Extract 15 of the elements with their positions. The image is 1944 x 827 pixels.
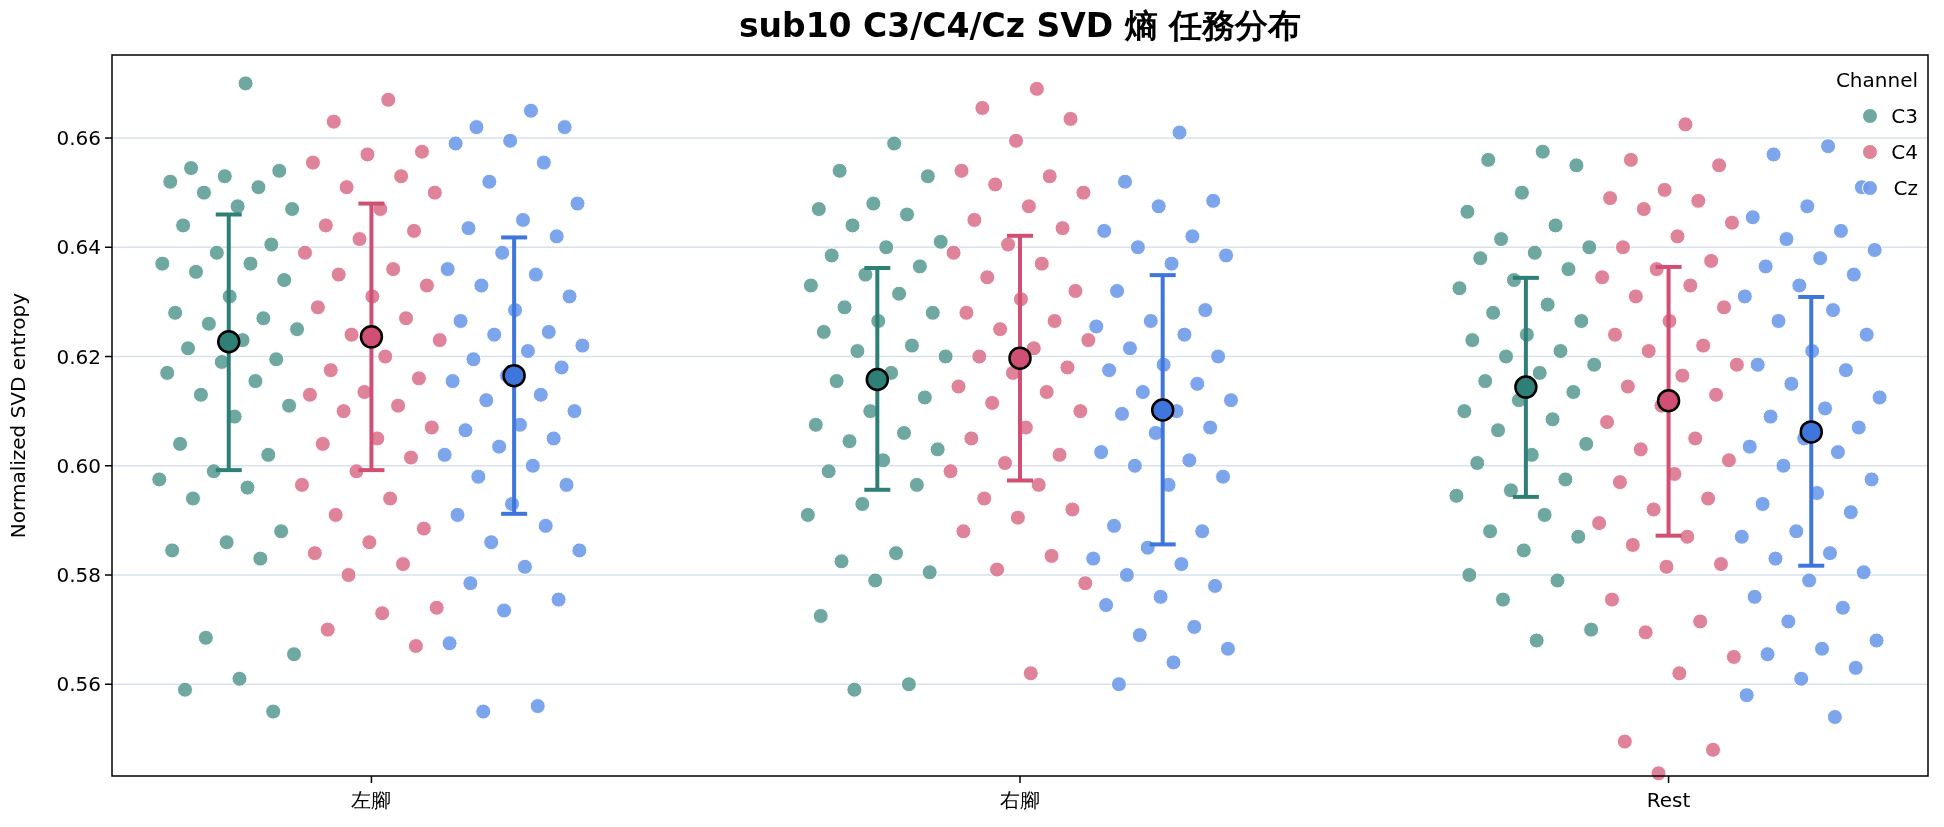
y-tick-label: 0.56 — [56, 672, 101, 697]
y-tick-label: 0.58 — [56, 562, 101, 587]
legend-label: C3 — [1891, 104, 1918, 128]
legend-label: C4 — [1891, 140, 1918, 164]
y-tick-label: 0.62 — [56, 344, 101, 369]
chart-title: sub10 C3/C4/Cz SVD 熵 任務分布 — [738, 6, 1302, 45]
y-tick-label: 0.60 — [56, 453, 101, 478]
y-axis-title: Normalized SVD entropy — [6, 292, 30, 539]
x-tick-label: 左腳 — [351, 788, 392, 812]
y-tick-label: 0.64 — [56, 235, 101, 260]
legend-label: Cz — [1893, 176, 1918, 200]
x-tick-label: Rest — [1646, 788, 1691, 812]
x-tick-label: 右腳 — [1000, 788, 1040, 812]
legend-title: Channel — [1835, 68, 1918, 92]
y-tick-label: 0.66 — [56, 126, 101, 151]
